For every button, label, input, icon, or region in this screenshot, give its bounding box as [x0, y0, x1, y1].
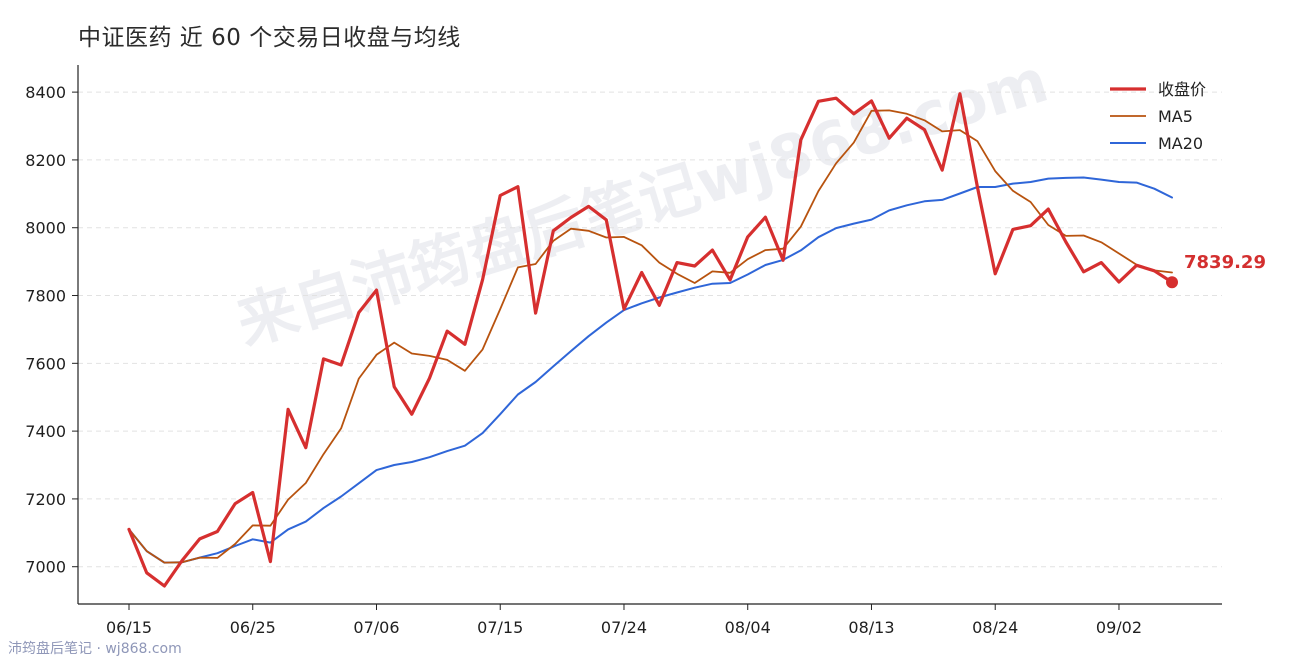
ma5-line: [128, 109, 1173, 564]
footer-watermark: 沛筠盘后笔记 · wj868.com: [8, 641, 182, 657]
y-tick-label: 7400: [25, 422, 66, 441]
x-tick-label: 07/15: [477, 618, 523, 637]
y-tick-label: 8000: [25, 219, 66, 238]
last-close-point: [1166, 276, 1178, 289]
x-tick-label: 09/02: [1096, 618, 1142, 637]
last-close-label: 7839.29: [1184, 252, 1266, 273]
legend-label: 收盘价: [1158, 80, 1206, 99]
x-tick-label: 06/25: [230, 618, 276, 637]
legend-label: MA5: [1158, 107, 1193, 126]
close-price-line: [127, 92, 1174, 588]
x-tick-label: 07/24: [601, 618, 647, 637]
x-tick-label: 08/13: [848, 618, 894, 637]
x-tick-label: 07/06: [353, 618, 399, 637]
y-tick-label: 8200: [25, 151, 66, 170]
x-tick-label: 08/04: [725, 618, 771, 637]
axes: 7000 7200 7400 7600 7800 8000 8200 8400 06/15 06/…: [25, 65, 1222, 637]
ma20-line: [128, 176, 1173, 564]
y-tick-label: 7600: [25, 354, 66, 373]
x-tick-label: 06/15: [106, 618, 152, 637]
chart-title: 中证医药 近 60 个交易日收盘与均线: [78, 25, 461, 51]
legend: 收盘价 MA5 MA20: [1110, 80, 1206, 153]
watermark-text: 来自沛筠盘后笔记wj868.com: [229, 46, 1056, 360]
series-lines: 7839.29: [127, 92, 1266, 588]
grid-lines: [78, 91, 1222, 568]
y-tick-label: 8400: [25, 83, 66, 102]
y-tick-label: 7200: [25, 490, 66, 509]
x-tick-label: 08/24: [972, 618, 1018, 637]
watermark: 来自沛筠盘后笔记wj868.com: [229, 46, 1056, 360]
y-tick-label: 7000: [25, 558, 66, 577]
legend-label: MA20: [1158, 134, 1203, 153]
y-tick-label: 7800: [25, 287, 66, 306]
